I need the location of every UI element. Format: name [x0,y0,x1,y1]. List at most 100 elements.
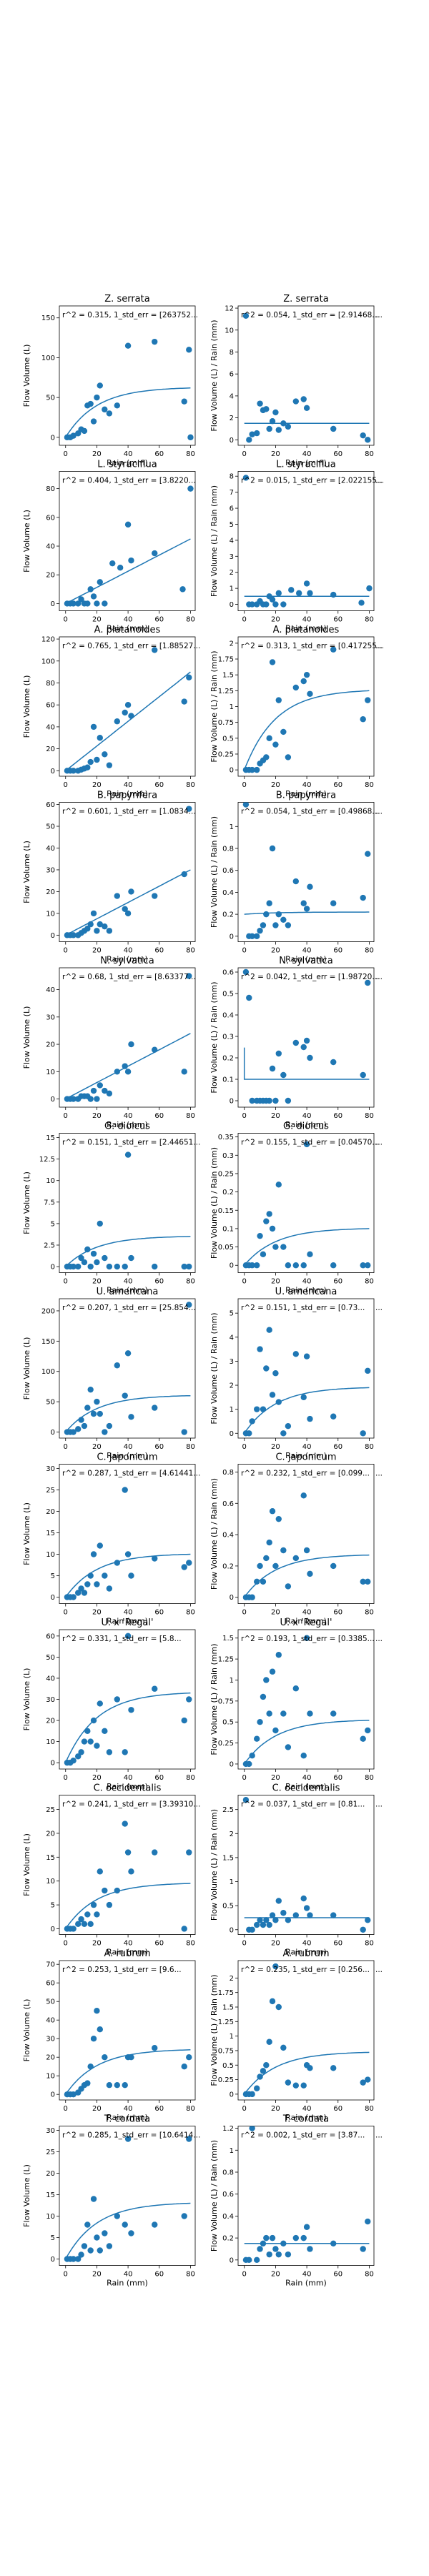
data-point [181,1263,187,1270]
y-tick-label: 0 [51,2091,55,2099]
data-point [246,1760,252,1768]
y-tick-label: 60 [46,702,55,710]
data-point [285,1097,292,1104]
data-point [70,1757,77,1764]
data-point [78,1916,84,1923]
data-point [307,1415,313,1422]
x-tick-label: 20 [271,1278,280,1286]
data-point [295,590,302,597]
x-tick-label: 80 [186,1774,195,1782]
data-point [128,1572,134,1579]
data-point [97,579,103,585]
data-point [90,723,97,730]
y-tick-label: 0 [51,768,55,776]
x-tick-label: 60 [333,2271,342,2279]
plot-frame [59,471,196,611]
data-point [87,2064,94,2070]
data-point [90,1717,97,1724]
data-point [90,2036,97,2042]
data-point [266,2038,272,2045]
y-tick-label: 60 [46,514,55,522]
data-point [128,1707,134,1713]
data-point [263,1555,270,1562]
y-tick-label: 20 [46,1041,55,1049]
data-point [94,1911,100,1918]
data-point [186,2136,192,2142]
y-tick-label: 25 [46,1806,55,1814]
subplot-title: T. cordata [282,2114,329,2125]
data-point [280,2240,287,2246]
data-point [97,382,103,389]
data-point [303,1353,310,1359]
fit-annotation: r^2 = 0.765, 1_std_err = [1.88527... [62,642,200,650]
x-axis-label: Rain (mm) [285,1286,327,1295]
subplot-title: N. sylvatica [279,956,333,966]
x-axis-label: Rain (mm) [107,1120,148,1129]
data-layer [242,1492,371,1600]
data-point [254,1262,260,1269]
x-tick-label: 60 [333,450,342,458]
data-point [124,1551,132,1557]
data-point [102,2230,108,2236]
data-point [181,871,187,878]
data-point [360,716,366,723]
y-tick-label: 50 [46,1399,55,1407]
y-tick-label: 50 [46,1654,55,1662]
data-point [269,2234,276,2241]
data-point [186,1263,192,1270]
data-point [70,932,77,938]
data-point [186,347,192,353]
x-tick-label: 0 [64,1443,68,1451]
data-point [87,2247,94,2254]
y-tick-label: 80 [46,680,55,688]
x-tick-label: 40 [124,1940,133,1948]
x-tick-label: 20 [271,616,280,624]
y-tick-label: 1.5 [222,1854,234,1862]
y-tick-label: 0.05 [218,1244,234,1252]
y-tick-label: 0 [230,1594,234,1602]
x-tick-label: 80 [186,1443,195,1451]
data-layer [242,1963,371,2098]
fit-annotation: r^2 = 0.037, 1_std_err = [0.81... [241,1800,365,1809]
data-point [124,521,132,528]
data-point [242,802,250,808]
data-point [303,906,310,912]
data-point [292,1039,300,1046]
data-point [97,735,103,741]
x-tick-label: 60 [333,1278,342,1286]
data-point [307,1710,313,1717]
y-tick-label: 10 [225,327,234,335]
x-axis-label: Rain (mm) [107,1451,148,1460]
y-tick-label: 0 [51,1926,55,1933]
y-tick-label: 0 [51,932,55,940]
data-point [124,1633,132,1640]
data-point [75,1426,82,1432]
data-point [307,2246,313,2252]
data-point [186,973,192,979]
y-tick-label: 0 [51,1594,55,1602]
x-tick-label: 20 [92,1940,102,1948]
data-point [90,910,97,917]
data-point [70,2256,77,2262]
data-point [257,2246,263,2252]
x-tick-label: 60 [154,2271,164,2279]
y-tick-label: 0 [230,1760,234,1768]
data-point [303,1141,310,1148]
data-point [179,586,186,593]
fit-annotation: r^2 = 0.241, 1_std_err = [3.39310... [62,1800,200,1809]
data-point [263,1917,270,1923]
data-point [122,1263,128,1270]
x-tick-label: 40 [124,2105,133,2113]
y-tick-label: 7.5 [44,1199,55,1207]
x-tick-label: 20 [271,450,280,458]
data-layer [242,802,371,940]
x-tick-label: 80 [186,450,195,458]
y-tick-label: 30 [46,1696,55,1704]
data-point [122,2221,128,2228]
data-point [249,601,255,608]
data-point [269,659,276,665]
data-point [288,587,295,593]
x-tick-label: 60 [154,781,164,789]
data-point [254,430,260,437]
data-point [94,1096,100,1102]
